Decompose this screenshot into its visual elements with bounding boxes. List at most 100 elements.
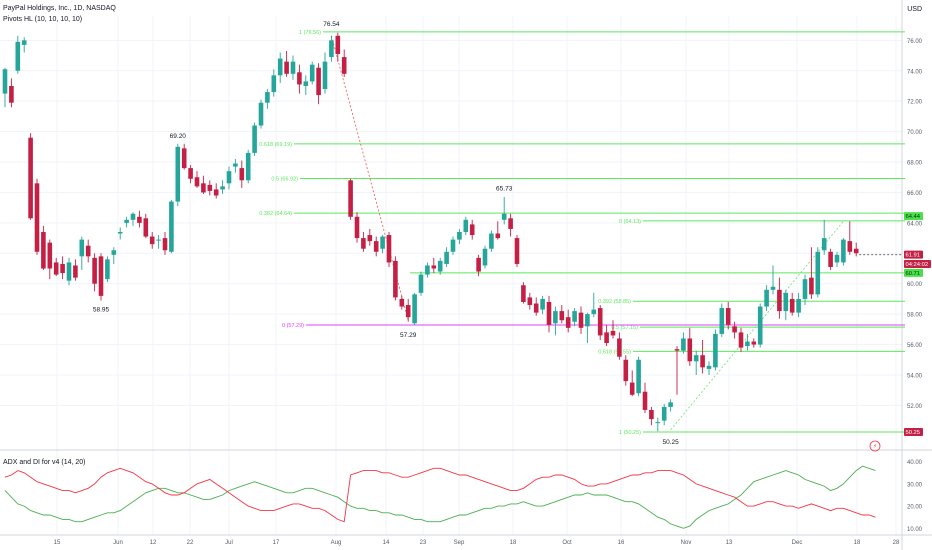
candle-up bbox=[713, 333, 718, 368]
candle-up bbox=[117, 232, 123, 234]
candle-up bbox=[591, 309, 597, 315]
adx-tick-label: 30.00 bbox=[907, 482, 923, 488]
candle-up bbox=[79, 239, 85, 257]
adx-tick-label: 20.00 bbox=[907, 505, 923, 511]
candle-down bbox=[239, 168, 245, 181]
candle-up bbox=[540, 298, 545, 310]
candle-up bbox=[252, 125, 257, 153]
candle-up bbox=[175, 146, 181, 202]
candle-up bbox=[418, 274, 424, 293]
price-tick-label: 68.00 bbox=[907, 161, 923, 167]
candle-up bbox=[21, 40, 27, 45]
candle-down bbox=[207, 184, 213, 191]
candle-down bbox=[41, 232, 46, 269]
price-tick-label: 60.00 bbox=[907, 282, 923, 288]
candle-up bbox=[681, 338, 686, 351]
candle-up bbox=[668, 402, 673, 407]
candle-down bbox=[361, 238, 366, 249]
candle-down bbox=[546, 301, 552, 325]
price-tick-label: 54.00 bbox=[907, 373, 923, 379]
candle-down bbox=[386, 235, 392, 263]
candle-down bbox=[284, 61, 289, 74]
candle-down bbox=[617, 338, 622, 357]
candle-up bbox=[585, 314, 590, 327]
price-badge bbox=[904, 259, 931, 268]
time-tick-label: 13 bbox=[726, 540, 733, 546]
price-badge-label: 64.44 bbox=[906, 214, 921, 220]
candle-up bbox=[706, 365, 712, 369]
candle-up bbox=[693, 355, 699, 362]
price-badge bbox=[904, 268, 923, 277]
candle-up bbox=[220, 186, 225, 190]
candle-down bbox=[853, 248, 859, 254]
candle-down bbox=[495, 233, 501, 239]
candle-down bbox=[73, 265, 78, 278]
candle-down bbox=[565, 317, 571, 328]
fib-level-label: 0 (64.13) bbox=[619, 219, 641, 225]
candle-down bbox=[60, 263, 65, 274]
candle-down bbox=[514, 238, 520, 264]
candle-up bbox=[572, 311, 577, 322]
candle-down bbox=[527, 297, 533, 306]
candle-up bbox=[457, 232, 462, 240]
candle-down bbox=[181, 148, 187, 169]
candle-down bbox=[828, 251, 833, 267]
candle-down bbox=[85, 245, 91, 257]
fib-level-label: 0.382 (64.64) bbox=[259, 211, 292, 217]
candle-down bbox=[53, 262, 59, 275]
price-badge bbox=[904, 212, 923, 221]
pivot-label: 69.20 bbox=[170, 133, 187, 140]
candle-down bbox=[751, 341, 757, 345]
candle-down bbox=[354, 216, 360, 239]
candle-down bbox=[559, 311, 565, 321]
candle-down bbox=[194, 177, 200, 187]
candle-up bbox=[450, 239, 456, 252]
candle-down bbox=[201, 183, 206, 193]
fib-level-label: 1 (50.25) bbox=[619, 430, 641, 436]
fib-level-label: 0.5 (66.92) bbox=[271, 176, 298, 182]
candle-down bbox=[143, 218, 149, 237]
lightning-icon: ⚡ bbox=[873, 443, 877, 450]
candle-up bbox=[553, 311, 558, 324]
pivot-label: 58.95 bbox=[93, 307, 110, 314]
candle-up bbox=[719, 308, 725, 334]
time-tick-label: 14 bbox=[383, 540, 390, 546]
candle-up bbox=[636, 359, 641, 394]
candle-down bbox=[335, 35, 341, 55]
candle-down bbox=[610, 330, 616, 336]
candle-up bbox=[757, 306, 763, 345]
adx-red-line bbox=[4, 467, 876, 523]
candle-up bbox=[309, 64, 315, 82]
adx-indicator-label[interactable]: ADX and DI for v4 (14, 20) bbox=[3, 459, 86, 466]
candle-up bbox=[105, 259, 110, 280]
time-tick-label: 23 bbox=[420, 540, 427, 546]
pivots-indicator-label[interactable]: Pivots HL (10, 10, 10, 10) bbox=[3, 16, 83, 23]
currency-label: USD bbox=[907, 6, 922, 13]
time-tick-label: Dec bbox=[792, 540, 803, 546]
candle-up bbox=[277, 58, 283, 76]
candle-up bbox=[111, 250, 117, 255]
time-tick-label: Jul bbox=[225, 540, 233, 546]
chart-symbol-title: PayPal Holdings, Inc., 1D, NASDAQ bbox=[3, 5, 116, 12]
candle-down bbox=[162, 238, 168, 251]
candle-up bbox=[258, 102, 264, 126]
candle-up bbox=[15, 41, 21, 71]
candle-down bbox=[28, 137, 33, 219]
candle-up bbox=[815, 251, 821, 295]
fib-level-label: 0.5 (57.15) bbox=[611, 325, 638, 331]
candle-down bbox=[649, 409, 654, 420]
candle-down bbox=[297, 72, 302, 85]
price-tick-label: 76.00 bbox=[907, 39, 923, 45]
price-badge-label: 50.25 bbox=[906, 430, 921, 436]
adx-tick-label: 40.00 bbox=[907, 460, 923, 466]
time-tick-label: 28 bbox=[893, 540, 900, 546]
time-tick-label: Jun bbox=[113, 540, 123, 546]
price-tick-label: 64.00 bbox=[907, 221, 923, 227]
lightning-icon[interactable] bbox=[869, 440, 881, 452]
candle-down bbox=[98, 256, 104, 296]
fib-level-label: 0 (57.29) bbox=[282, 323, 304, 329]
candle-down bbox=[674, 349, 680, 351]
candle-up bbox=[463, 219, 469, 232]
time-tick-label: 12 bbox=[150, 540, 157, 546]
